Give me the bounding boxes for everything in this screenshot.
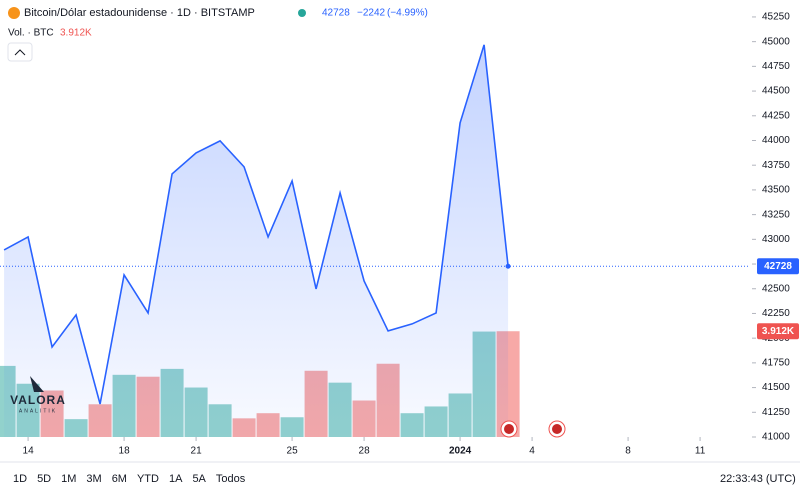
flag [548,420,566,438]
y-tick-label: 44500 [762,86,790,97]
range-button[interactable]: 1M [61,473,76,485]
y-tick-label: 43750 [762,160,790,171]
collapse-button[interactable] [7,42,33,62]
price-label-bg [757,258,799,275]
x-tick-label: 21 [191,446,203,457]
x-tick-label: 4 [529,446,535,457]
y-tick-label: 41000 [762,432,790,443]
market-status [298,9,306,17]
plot-area [0,44,750,437]
price-label: 42728 [764,261,792,272]
y-tick-label: 45250 [762,12,790,23]
collapse-icon [14,49,26,56]
volume-label-bg [757,323,799,340]
btc-icon [8,7,20,19]
logo-name: VALORA [10,393,66,407]
volume-label: 3.912K [762,326,795,337]
x-tick-label: 11 [695,446,706,457]
x-tick-label: 2024 [449,446,472,457]
y-tick-label: 43500 [762,185,790,196]
y-tick-label: 43250 [762,209,790,220]
range-button[interactable]: 1D [13,473,27,485]
range-button[interactable]: 3M [86,473,101,485]
range-button[interactable]: 1A [169,473,183,485]
logo-sub: ANALITIK [19,408,57,414]
range-button[interactable]: 5A [192,473,206,485]
x-tick-label: 8 [625,446,631,457]
range-button[interactable]: 6M [112,473,127,485]
area [4,44,509,437]
last-point [505,263,511,269]
x-tick-label: 25 [287,446,299,457]
y-tick-label: 41500 [762,382,790,393]
y-tick-label: 41750 [762,358,790,369]
header-change-pct: (−4.99%) [387,8,428,19]
y-tick-label: 44750 [762,61,790,72]
y-tick-label: 42500 [762,283,790,294]
x-tick-label: 28 [359,446,371,457]
volume-value: 3.912K [60,28,92,39]
volume-title: Vol. · BTC [8,28,54,39]
y-tick-label: 42250 [762,308,790,319]
x-tick-label: 18 [119,446,131,457]
y-tick-label: 45000 [762,36,790,47]
flag [500,420,518,438]
header-change: −2242 [357,8,386,19]
y-tick-label: 41250 [762,407,790,418]
symbol-title: Bitcoin/Dólar estadounidense · 1D · BITS… [24,7,255,19]
range-button[interactable]: 5D [37,473,51,485]
logo-mark [30,376,44,392]
price-line [3,44,509,405]
y-tick-label: 44000 [762,135,790,146]
x-tick-label: 14 [23,446,35,457]
y-tick-label: 43000 [762,234,790,245]
range-button[interactable]: Todos [216,473,246,485]
range-button[interactable]: YTD [137,473,159,485]
header-price: 42728 [322,8,350,19]
clock: 22:33:43 (UTC) [720,473,796,485]
y-tick-label: 44250 [762,110,790,121]
